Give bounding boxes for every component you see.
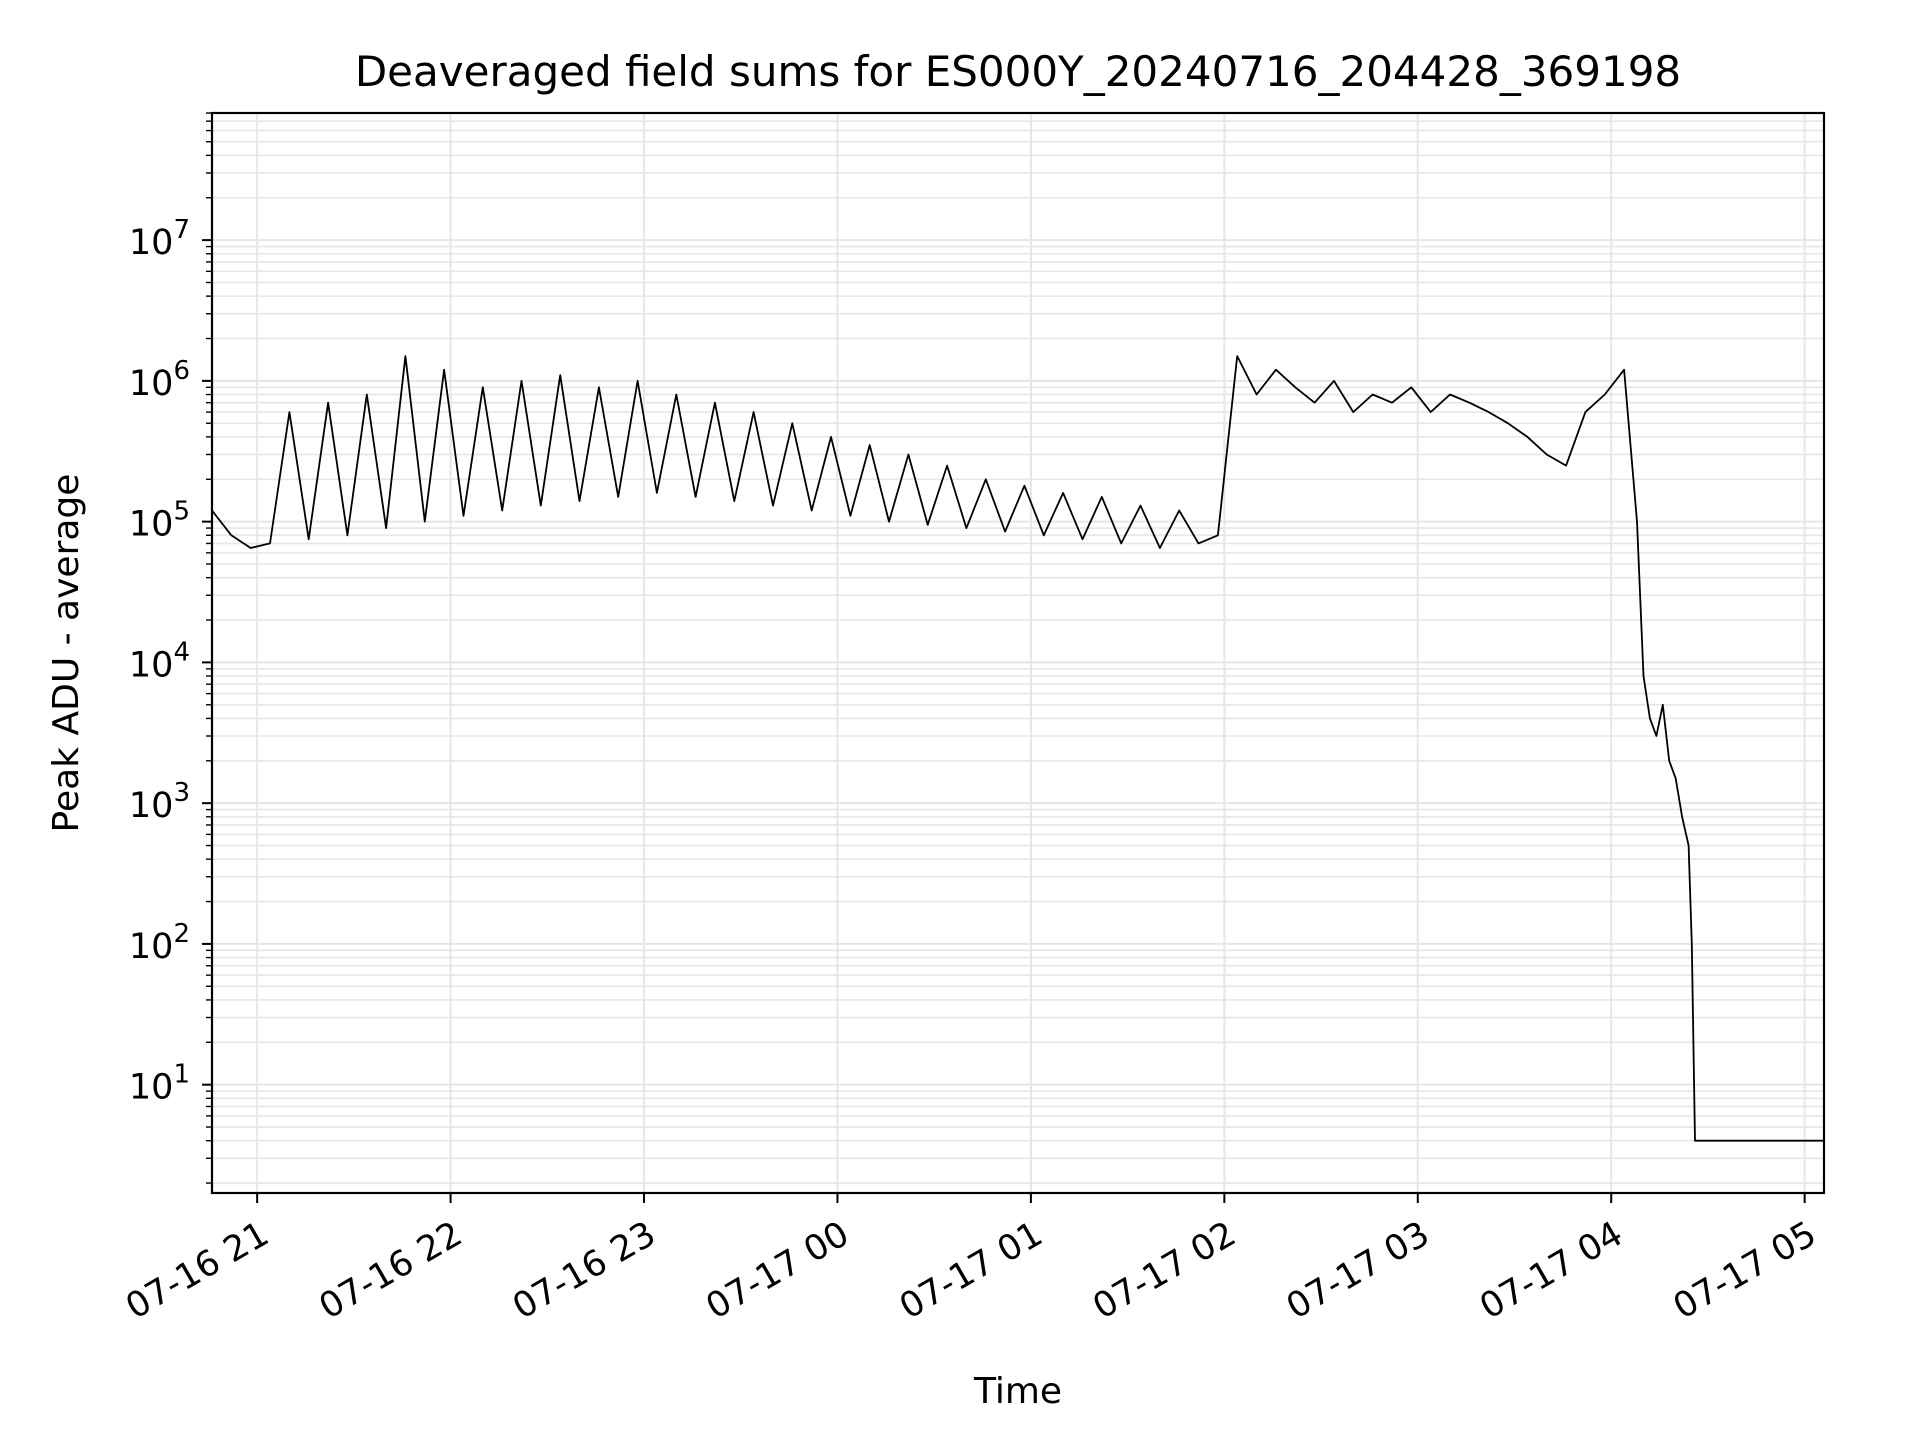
x-tick-label: 07-17 00: [700, 1214, 856, 1327]
y-tick-label: 101: [129, 1060, 190, 1108]
x-tick-label: 07-17 05: [1667, 1214, 1823, 1327]
x-axis: 07-16 21 07-16 22 07-16 23 07-17 00 07-17 01…: [119, 1193, 1823, 1327]
y-axis: 101 102 103 104 105 106 107: [129, 112, 212, 1184]
x-tick-label: 07-17 04: [1473, 1214, 1629, 1327]
y-tick-label: 105: [129, 497, 190, 545]
series-line: [211, 355, 1824, 1142]
y-tick-label: 106: [129, 356, 190, 404]
x-tick-label: 07-17 03: [1280, 1214, 1436, 1327]
y-axis-label: Peak ADU - average: [46, 474, 87, 833]
x-tick-label: 07-16 23: [506, 1214, 662, 1327]
x-axis-label: Time: [973, 1371, 1062, 1412]
series-layer: [211, 355, 1824, 1142]
y-tick-label: 104: [129, 637, 190, 685]
grid: [212, 112, 1824, 1193]
x-tick-label: 07-17 02: [1087, 1214, 1243, 1327]
x-tick-label: 07-16 22: [313, 1214, 469, 1327]
chart-title: Deaveraged field sums for ES000Y_2024071…: [355, 47, 1681, 96]
x-tick-label: 07-16 21: [119, 1214, 275, 1327]
y-tick-label: 103: [129, 778, 190, 826]
x-tick-label: 07-17 01: [893, 1214, 1049, 1327]
y-tick-label: 107: [129, 215, 190, 263]
y-tick-label: 102: [129, 919, 190, 967]
plot-frame: [210, 111, 1826, 1195]
